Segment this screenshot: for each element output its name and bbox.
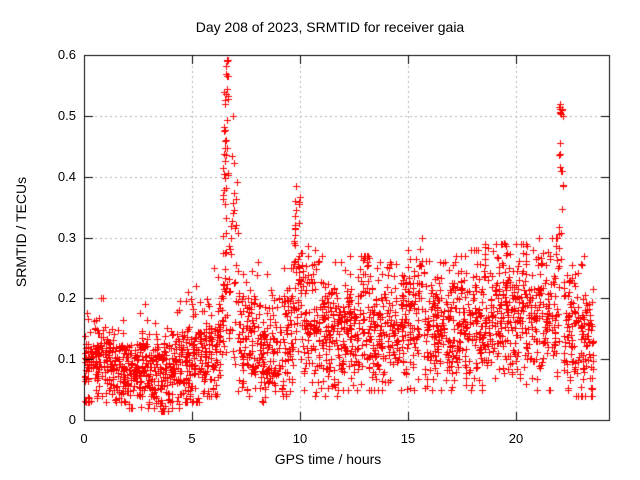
y-tick-label: 0.2: [57, 290, 76, 305]
x-axis-label: GPS time / hours: [274, 451, 382, 467]
chart-title: Day 208 of 2023, SRMTID for receiver gai…: [195, 19, 465, 35]
x-tick-label: 5: [188, 431, 196, 446]
y-tick-label: 0.5: [57, 108, 76, 123]
x-tick-label: 20: [508, 431, 524, 446]
y-tick-label: 0.4: [57, 169, 76, 184]
x-tick-label: 10: [292, 431, 308, 446]
y-tick-label: 0.3: [57, 230, 76, 245]
y-tick-label: 0: [68, 412, 76, 427]
x-tick-label: 0: [80, 431, 88, 446]
x-tick-label: 15: [400, 431, 416, 446]
y-tick-label: 0.1: [57, 351, 76, 366]
y-tick-label: 0.6: [57, 47, 76, 62]
